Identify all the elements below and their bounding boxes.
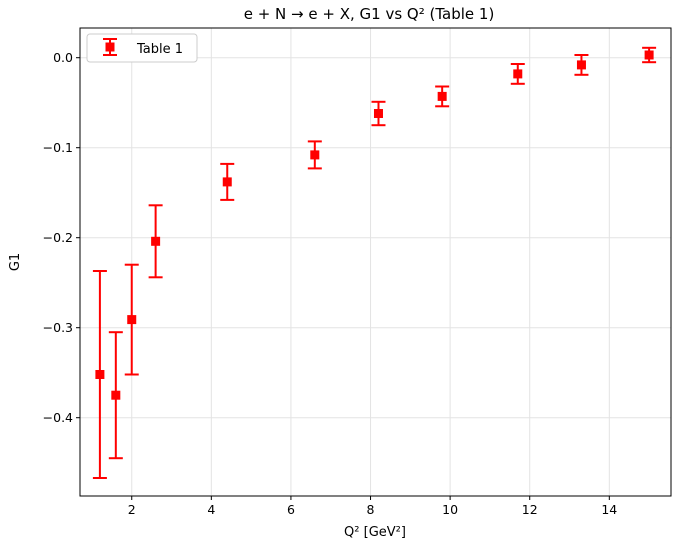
y-tick-label: 0.0 bbox=[53, 50, 73, 65]
data-point bbox=[576, 60, 586, 70]
legend-label-table-1: Table 1 bbox=[136, 42, 183, 57]
x-axis-title: Q² [GeV²] bbox=[344, 525, 406, 540]
chart-title: e + N → e + X, G1 vs Q² (Table 1) bbox=[244, 5, 495, 23]
x-axis-ticks: 2 4 6 8 10 12 14 bbox=[128, 496, 617, 517]
series-table-1 bbox=[92, 46, 657, 479]
data-point bbox=[310, 150, 320, 160]
x-tick-label: 6 bbox=[287, 502, 295, 517]
data-point bbox=[127, 315, 137, 325]
x-tick-label: 2 bbox=[128, 502, 136, 517]
data-point bbox=[151, 236, 161, 246]
x-tick-label: 4 bbox=[207, 502, 215, 517]
data-point bbox=[222, 177, 232, 187]
y-axis-ticks: 0.0 −0.1 −0.2 −0.3 −0.4 bbox=[43, 50, 80, 425]
legend: Table 1 bbox=[86, 33, 198, 63]
data-point bbox=[373, 109, 383, 118]
x-tick-label: 14 bbox=[601, 502, 617, 517]
plot-frame bbox=[79, 27, 672, 497]
legend-marker bbox=[103, 38, 117, 56]
x-tick-label: 10 bbox=[442, 502, 458, 517]
grid-lines bbox=[80, 28, 671, 496]
data-point bbox=[513, 69, 523, 79]
y-tick-label: −0.4 bbox=[43, 410, 73, 425]
x-tick-label: 12 bbox=[522, 502, 538, 517]
legend-square-marker bbox=[105, 42, 115, 52]
y-tick-label: −0.3 bbox=[43, 320, 73, 335]
data-point bbox=[95, 370, 105, 379]
data-point bbox=[111, 390, 121, 400]
data-point bbox=[644, 50, 654, 60]
y-tick-label: −0.2 bbox=[43, 230, 73, 245]
x-tick-label: 8 bbox=[367, 502, 375, 517]
data-point bbox=[437, 91, 447, 101]
y-axis-title: G1 bbox=[8, 253, 23, 271]
y-tick-label: −0.1 bbox=[43, 140, 73, 155]
